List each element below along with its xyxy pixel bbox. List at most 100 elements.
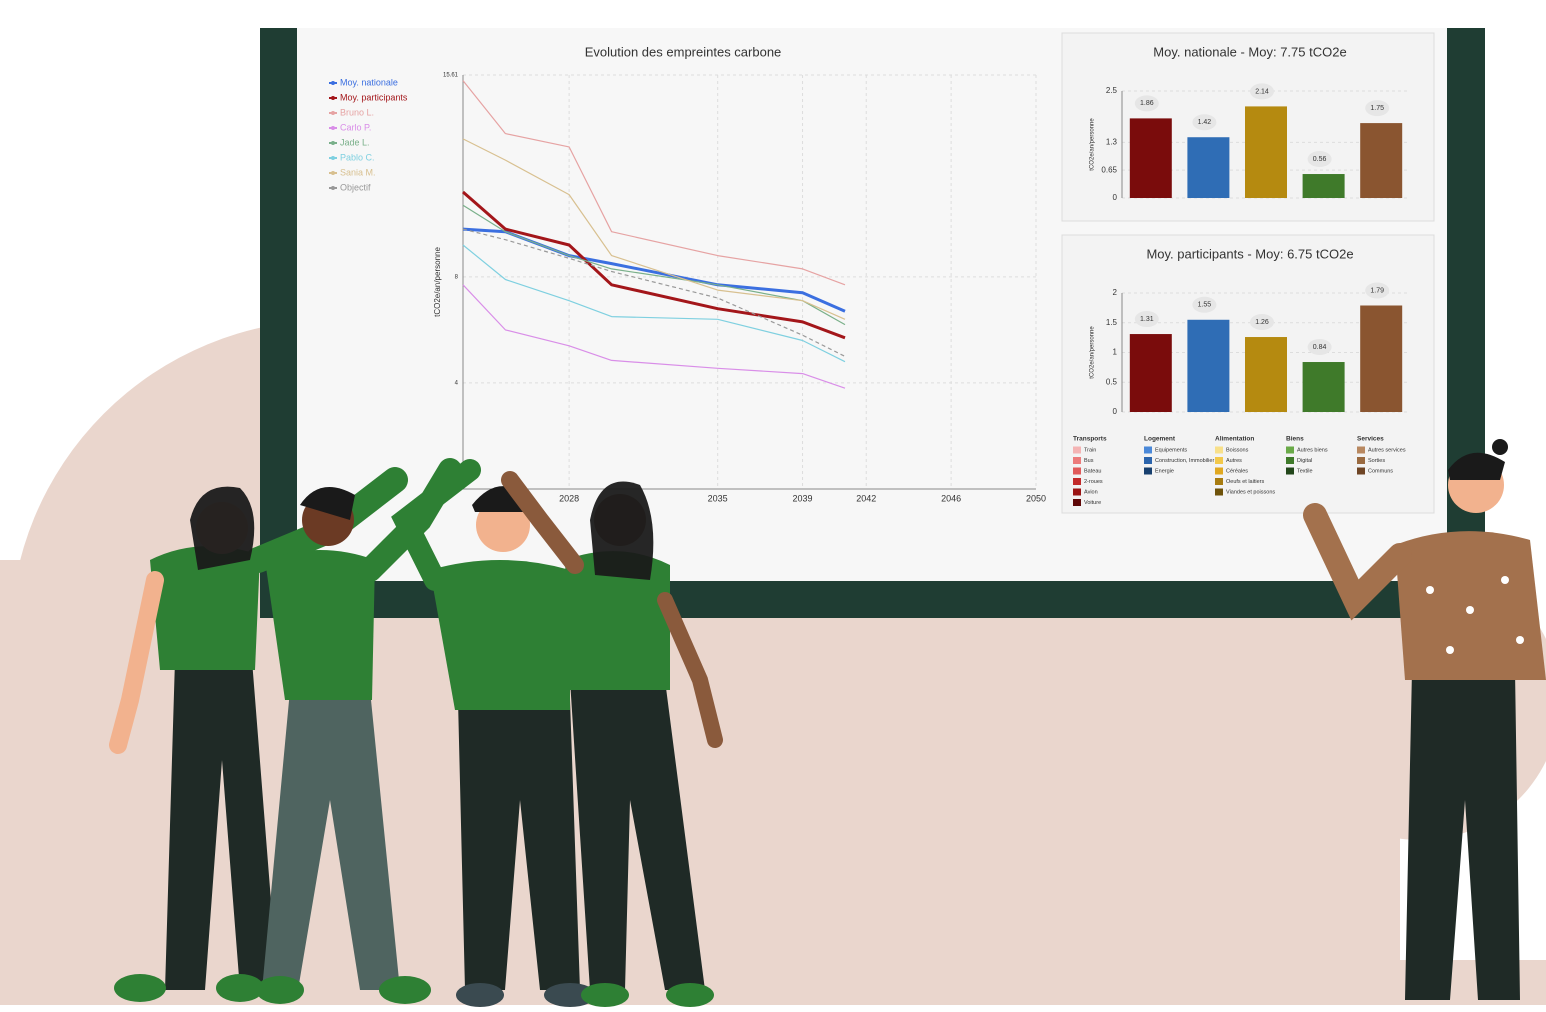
chart-title: Moy. participants - Moy: 6.75 tCO2e: [1146, 246, 1353, 261]
value-label: 2.14: [1255, 88, 1269, 95]
x-tick-label: 2039: [793, 493, 813, 503]
y-tick-label: 2.5: [1106, 86, 1118, 95]
x-tick-label: 2042: [856, 493, 876, 503]
bar: [1187, 137, 1229, 198]
legend-label: Autres services: [1368, 447, 1406, 453]
y-axis-label: tCO2e/an/personne: [1090, 326, 1096, 379]
legend-swatch: [331, 81, 335, 85]
legend-swatch: [1286, 457, 1294, 464]
legend-swatch: [1357, 447, 1365, 454]
legend-swatch: [1215, 447, 1223, 454]
y-tick-label: 0: [1113, 193, 1118, 202]
y-tick-label: 0: [1113, 407, 1118, 416]
bar: [1130, 334, 1172, 412]
value-label: 1.31: [1140, 316, 1154, 323]
y-tick-label: 1: [1113, 348, 1118, 357]
legend-swatch: [1286, 447, 1294, 454]
y-tick-label: 2: [1113, 288, 1118, 297]
legend-swatch: [1215, 468, 1223, 475]
legend-group: Logement: [1144, 436, 1176, 443]
chart-title: Evolution des empreintes carbone: [585, 44, 782, 59]
value-label: 1.86: [1140, 100, 1154, 107]
bar: [1245, 106, 1287, 198]
legend-label: Communs: [1368, 468, 1393, 474]
scene: Evolution des empreintes carbone tCO2e/an…: [0, 0, 1546, 1012]
legend-label: Textile: [1297, 468, 1313, 474]
legend-label: Moy. nationale: [340, 77, 398, 87]
legend-label: Bus: [1084, 458, 1094, 464]
legend-swatch: [1357, 457, 1365, 464]
legend-label: Digital: [1297, 458, 1312, 464]
legend-swatch: [1286, 468, 1294, 475]
legend-label: 2-roues: [1084, 479, 1103, 485]
legend-swatch: [331, 111, 335, 115]
legend-label: Avion: [1084, 489, 1098, 495]
legend-label: Objectif: [340, 182, 371, 192]
bar: [1360, 305, 1402, 412]
bar: [1360, 123, 1402, 198]
legend-label: Céréales: [1226, 468, 1248, 474]
value-label: 1.26: [1255, 319, 1269, 326]
legend-swatch: [1073, 499, 1081, 506]
value-label: 0.56: [1313, 156, 1327, 163]
value-label: 1.55: [1198, 302, 1212, 309]
legend-swatch: [331, 171, 335, 175]
floor-line: [0, 1005, 1546, 1012]
legend-swatch: [1073, 447, 1081, 454]
y-tick-label: 15.61: [443, 73, 459, 79]
value-label: 1.42: [1198, 119, 1212, 126]
legend-label: Boissons: [1226, 447, 1249, 453]
legend-swatch: [331, 126, 335, 130]
legend-swatch: [1215, 478, 1223, 485]
legend-label: Moy. participants: [340, 92, 408, 102]
legend-label: Bateau: [1084, 468, 1101, 474]
x-tick-label: 2050: [1026, 493, 1046, 503]
legend-swatch: [331, 186, 335, 190]
y-axis-label: tCO2e/an/personne: [1090, 118, 1096, 171]
legend-label: Construction, Immobilier: [1155, 458, 1214, 464]
legend-swatch: [1144, 447, 1152, 454]
legend-label: Pablo C.: [340, 152, 375, 162]
bar: [1303, 174, 1345, 198]
y-tick-label: 1.3: [1106, 137, 1118, 146]
legend-label: Train: [1084, 447, 1096, 453]
legend-label: Voiture: [1084, 500, 1101, 506]
legend-label: Sania M.: [340, 167, 376, 177]
value-label: 0.84: [1313, 344, 1327, 351]
y-axis-label: tCO2e/an/personne: [433, 247, 442, 317]
legend-swatch: [331, 141, 335, 145]
bar: [1187, 320, 1229, 412]
legend-group: Biens: [1286, 436, 1304, 443]
legend-label: Equipements: [1155, 447, 1187, 453]
legend-label: Autres: [1226, 458, 1242, 464]
legend-label: Viandes et poissons: [1226, 489, 1275, 495]
legend-swatch: [1073, 457, 1081, 464]
legend-swatch: [1144, 468, 1152, 475]
x-tick-label: 2035: [708, 493, 728, 503]
legend-swatch: [1357, 468, 1365, 475]
legend-group: Transports: [1073, 436, 1107, 443]
legend-group: Alimentation: [1215, 436, 1254, 443]
legend-label: Bruno L.: [340, 107, 374, 117]
chart-title: Moy. nationale - Moy: 7.75 tCO2e: [1153, 44, 1346, 59]
x-tick-label: 2046: [941, 493, 961, 503]
legend-swatch: [1144, 457, 1152, 464]
bar: [1130, 118, 1172, 198]
y-tick-label: 0.65: [1101, 165, 1117, 174]
value-label: 1.75: [1370, 105, 1384, 112]
legend-swatch: [331, 156, 335, 160]
legend-label: Oeufs et laitiers: [1226, 479, 1264, 485]
legend-label: Jade L.: [340, 137, 370, 147]
x-tick-label: 2028: [559, 493, 579, 503]
legend-swatch: [1073, 468, 1081, 475]
legend-swatch: [331, 96, 335, 100]
legend-group: Services: [1357, 436, 1384, 443]
legend-swatch: [1073, 478, 1081, 485]
legend-swatch: [1215, 457, 1223, 464]
legend-swatch: [1215, 489, 1223, 496]
y-tick-label: 1.5: [1106, 318, 1118, 327]
value-label: 1.79: [1370, 287, 1384, 294]
y-tick-label: 0.5: [1106, 377, 1118, 386]
legend-label: Autres biens: [1297, 447, 1328, 453]
bar: [1245, 337, 1287, 412]
